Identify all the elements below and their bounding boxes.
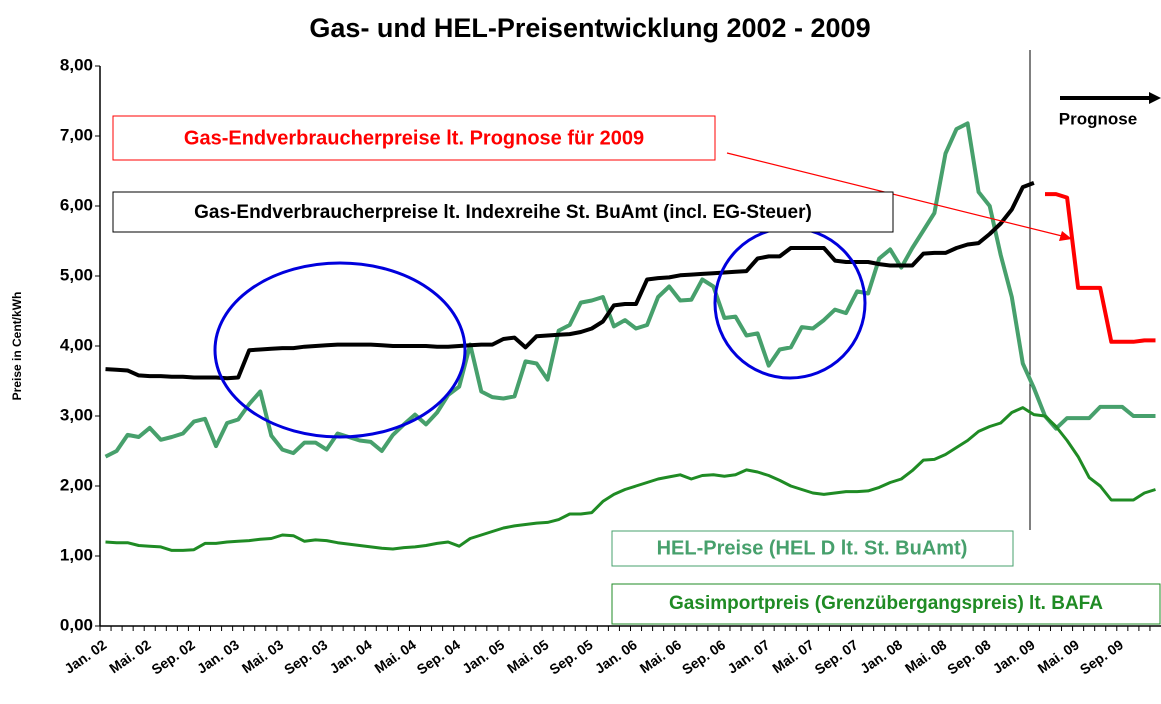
x-tick-label: Mai. 02: [106, 636, 154, 676]
label-box: [112, 191, 894, 233]
series-label: Gasimportpreis (Grenzübergangspreis) lt.…: [669, 593, 1103, 614]
x-tick-label: Sep. 08: [944, 636, 994, 677]
highlight-ellipse: [213, 261, 467, 439]
y-tick-label: 4,00: [60, 335, 93, 354]
y-tick-label: 0,00: [60, 615, 93, 634]
series-line: [104, 121, 1156, 459]
x-tick-label: Sep. 07: [812, 636, 862, 677]
x-tick-label: Sep. 03: [281, 636, 331, 677]
y-tick-label: 8,00: [60, 55, 93, 74]
chart-title: Gas- und HEL-Preisentwicklung 2002 - 200…: [309, 13, 870, 43]
y-tick-label: 6,00: [60, 195, 93, 214]
x-tick-label: Jan. 03: [194, 636, 242, 676]
y-tick-label: 5,00: [60, 265, 93, 284]
forecast-label: Prognose: [1059, 109, 1137, 128]
label-box: [112, 115, 716, 161]
series-line: [1045, 192, 1156, 344]
x-tick-label: Jan. 04: [327, 636, 375, 676]
forecast-arrow-head: [1149, 92, 1161, 104]
x-tick-label: Mai. 08: [902, 636, 950, 676]
x-tick-label: Mai. 04: [371, 636, 419, 676]
x-tick-label: Mai. 05: [504, 636, 552, 676]
x-tick-label: Mai. 07: [769, 636, 817, 676]
y-tick-label: 3,00: [60, 405, 93, 424]
series-label: HEL-Preise (HEL D lt. St. BuAmt): [657, 537, 968, 559]
x-tick-label: Jan. 09: [990, 636, 1038, 676]
pointer-arrow-head: [1059, 231, 1072, 241]
x-tick-label: Sep. 06: [679, 636, 729, 677]
series-line: [105, 406, 1156, 552]
y-axis-label: Preise in Cent/kWh: [10, 292, 24, 401]
label-box: [611, 583, 1161, 625]
x-tick-label: Jan. 07: [724, 636, 772, 676]
x-tick-label: Sep. 04: [414, 636, 464, 677]
y-tick-label: 7,00: [60, 125, 93, 144]
x-tick-label: Mai. 03: [239, 636, 287, 676]
y-tick-label: 1,00: [60, 545, 93, 564]
x-tick-label: Sep. 05: [546, 636, 596, 677]
x-tick-label: Jan. 08: [857, 636, 905, 676]
x-tick-label: Mai. 09: [1035, 636, 1083, 676]
label-box: [611, 530, 1014, 567]
series-line: [105, 181, 1035, 381]
series-label: Gas-Endverbraucherpreise lt. Prognose fü…: [184, 127, 644, 149]
pointer-arrow: [726, 152, 1063, 237]
x-tick-label: Sep. 09: [1077, 636, 1127, 677]
series-label: Gas-Endverbraucherpreise lt. Indexreihe …: [194, 202, 812, 223]
x-tick-label: Jan. 06: [592, 636, 640, 676]
x-tick-label: Sep. 02: [148, 636, 198, 677]
x-tick-label: Mai. 06: [637, 636, 685, 676]
x-tick-label: Jan. 02: [61, 636, 109, 676]
x-tick-label: Jan. 05: [459, 636, 507, 676]
y-tick-label: 2,00: [60, 475, 93, 494]
